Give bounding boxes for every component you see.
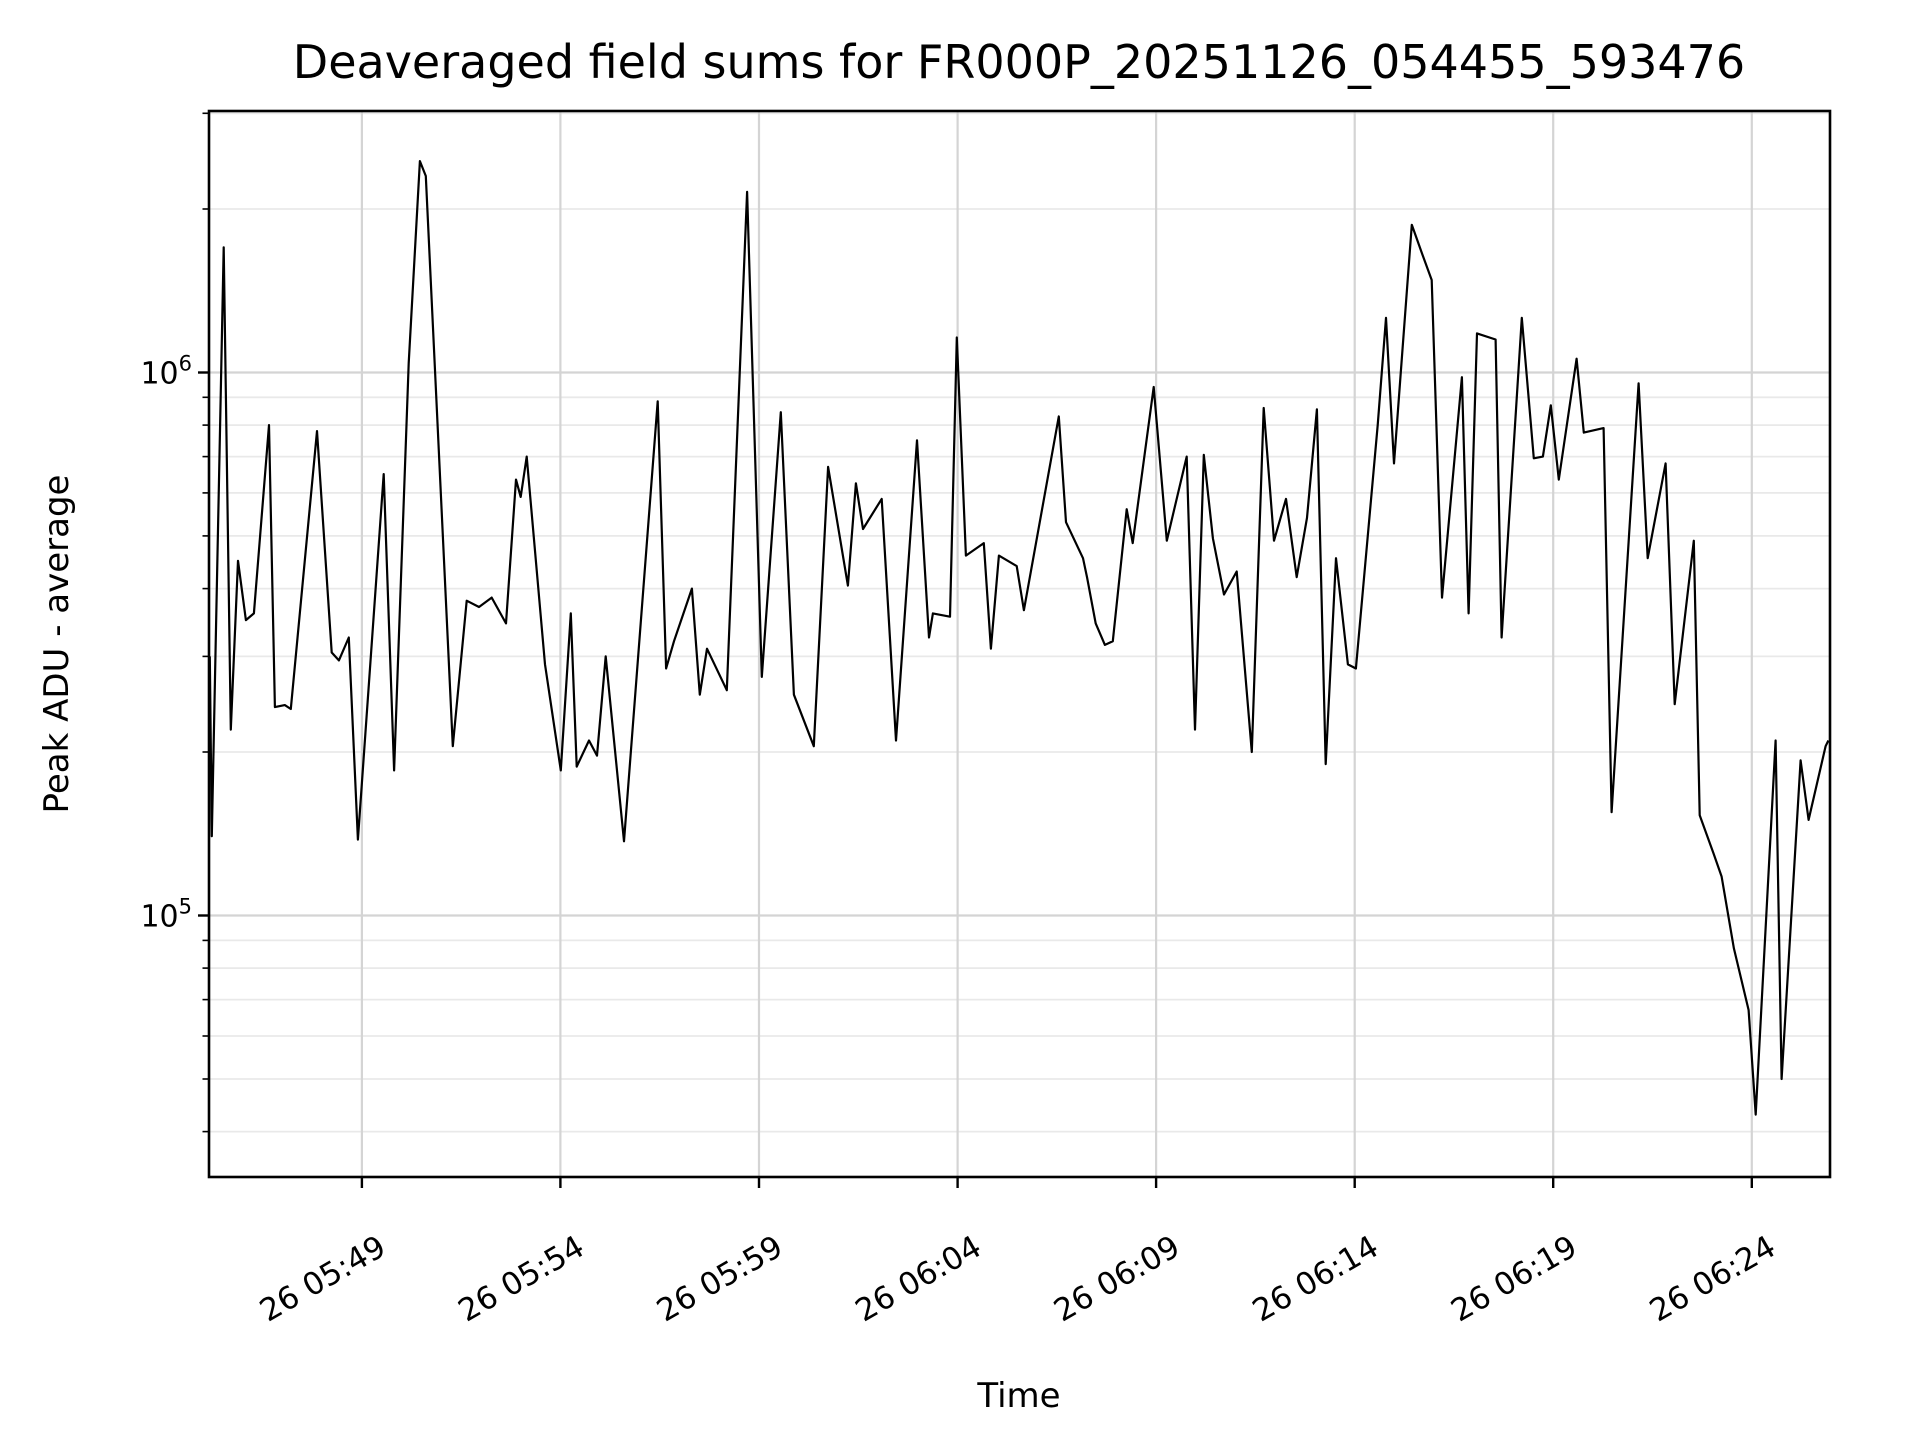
data-line	[208, 160, 1830, 1116]
y-tick-label: 106	[140, 352, 192, 392]
y-axis-label: Peak ADU - average	[37, 474, 77, 814]
x-tick-label: 26 06:24	[1644, 1229, 1782, 1329]
x-tick-label: 26 05:59	[651, 1229, 789, 1329]
plot-frame	[207, 109, 1832, 1179]
x-tick-label: 26 06:04	[850, 1229, 988, 1329]
x-tick-label: 26 06:14	[1247, 1229, 1385, 1329]
x-axis-label: Time	[977, 1376, 1061, 1416]
data-series	[208, 160, 1830, 1116]
gridlines-minor	[209, 112, 1830, 1133]
x-tick-label: 26 05:49	[254, 1229, 392, 1329]
x-tick-label: 26 06:19	[1445, 1229, 1583, 1329]
x-tick-label: 26 06:09	[1048, 1229, 1186, 1329]
y-tick-label: 105	[140, 895, 192, 935]
tick-labels: 106 105 26 05:49 26 05:54 26 05:59 26 06:04 26…	[140, 352, 1781, 1330]
x-tick-label: 26 05:54	[452, 1229, 590, 1329]
gridlines-major	[209, 111, 1830, 1177]
chart-title: Deaveraged field sums for FR000P_2025112…	[292, 35, 1746, 89]
